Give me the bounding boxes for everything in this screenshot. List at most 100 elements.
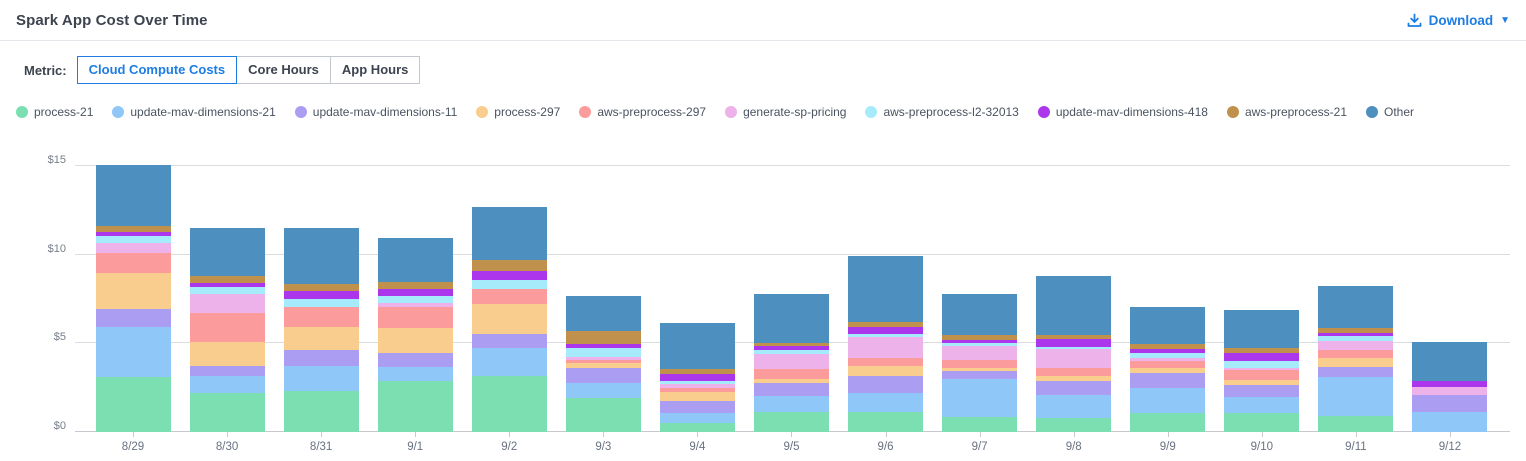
bar-segment-update-mav-dimensions-21[interactable] — [1318, 377, 1394, 417]
bar-segment-aws-preprocess-21[interactable] — [1130, 344, 1206, 349]
download-button[interactable]: Download ▼ — [1407, 13, 1510, 28]
bar-segment-other[interactable] — [565, 295, 641, 331]
bar-segment-aws-preprocess-l2-32013[interactable] — [1224, 361, 1300, 369]
bar-8-30[interactable] — [189, 228, 265, 432]
bar-segment-generate-sp-pricing[interactable] — [753, 354, 829, 370]
bar-9-10[interactable] — [1224, 310, 1300, 432]
metric-option-core-hours[interactable]: Core Hours — [236, 56, 331, 85]
bar-segment-aws-preprocess-21[interactable] — [848, 322, 924, 327]
bar-segment-other[interactable] — [95, 165, 171, 227]
bar-segment-process-297[interactable] — [1130, 368, 1206, 373]
bar-8-29[interactable] — [95, 165, 171, 432]
bar-segment-process-21[interactable] — [565, 398, 641, 432]
bar-segment-process-21[interactable] — [753, 411, 829, 432]
bar-segment-aws-preprocess-297[interactable] — [471, 289, 547, 305]
bar-segment-update-mav-dimensions-418[interactable] — [377, 289, 453, 297]
bar-segment-aws-preprocess-297[interactable] — [189, 313, 265, 342]
bar-segment-update-mav-dimensions-21[interactable] — [1130, 387, 1206, 414]
bar-segment-other[interactable] — [1130, 307, 1206, 345]
bar-segment-update-mav-dimensions-11[interactable] — [565, 368, 641, 384]
bar-segment-update-mav-dimensions-11[interactable] — [283, 349, 359, 366]
bar-segment-generate-sp-pricing[interactable] — [848, 337, 924, 359]
bar-segment-update-mav-dimensions-21[interactable] — [753, 395, 829, 412]
bar-segment-generate-sp-pricing[interactable] — [1412, 386, 1488, 395]
bar-segment-aws-preprocess-297[interactable] — [377, 307, 453, 329]
bar-segment-aws-preprocess-l2-32013[interactable] — [848, 333, 924, 338]
legend-item-other[interactable]: Other — [1366, 105, 1414, 119]
bar-segment-aws-preprocess-l2-32013[interactable] — [565, 347, 641, 357]
bar-segment-other[interactable] — [1036, 276, 1112, 336]
bar-segment-other[interactable] — [1412, 342, 1488, 381]
bar-segment-aws-preprocess-21[interactable] — [377, 282, 453, 290]
bar-segment-process-297[interactable] — [471, 304, 547, 334]
bar-segment-aws-preprocess-l2-32013[interactable] — [1036, 346, 1112, 349]
bar-segment-other[interactable] — [471, 206, 547, 261]
bar-segment-other[interactable] — [377, 237, 453, 283]
bar-segment-update-mav-dimensions-21[interactable] — [1412, 411, 1488, 432]
legend-item-aws-preprocess-297[interactable]: aws-preprocess-297 — [579, 105, 706, 119]
bar-segment-update-mav-dimensions-21[interactable] — [377, 367, 453, 381]
bar-segment-update-mav-dimensions-418[interactable] — [753, 346, 829, 350]
bar-segment-aws-preprocess-21[interactable] — [1224, 348, 1300, 353]
bar-segment-aws-preprocess-297[interactable] — [565, 360, 641, 363]
bar-segment-update-mav-dimensions-11[interactable] — [1036, 380, 1112, 395]
bar-segment-update-mav-dimensions-418[interactable] — [189, 283, 265, 287]
metric-option-cloud-compute-costs[interactable]: Cloud Compute Costs — [76, 56, 238, 85]
legend-item-update-mav-dimensions-11[interactable]: update-mav-dimensions-11 — [294, 105, 457, 119]
bar-segment-update-mav-dimensions-11[interactable] — [659, 400, 735, 414]
bar-9-8[interactable] — [1036, 276, 1112, 432]
bar-segment-other[interactable] — [283, 228, 359, 284]
legend-item-aws-preprocess-21[interactable]: aws-preprocess-21 — [1226, 105, 1347, 119]
bar-segment-process-297[interactable] — [753, 378, 829, 384]
bar-segment-process-297[interactable] — [565, 362, 641, 369]
bar-segment-generate-sp-pricing[interactable] — [189, 293, 265, 314]
bar-segment-process-297[interactable] — [95, 273, 171, 309]
bar-segment-aws-preprocess-21[interactable] — [565, 331, 641, 345]
bar-9-2[interactable] — [471, 206, 547, 432]
legend-item-process-21[interactable]: process-21 — [16, 105, 93, 119]
bar-segment-update-mav-dimensions-21[interactable] — [471, 347, 547, 377]
bar-segment-update-mav-dimensions-21[interactable] — [659, 413, 735, 424]
bar-segment-update-mav-dimensions-11[interactable] — [848, 376, 924, 393]
bar-segment-process-21[interactable] — [1318, 416, 1394, 432]
bar-segment-process-21[interactable] — [95, 377, 171, 432]
bar-segment-aws-preprocess-297[interactable] — [95, 252, 171, 274]
bar-segment-update-mav-dimensions-11[interactable] — [95, 308, 171, 328]
bar-segment-update-mav-dimensions-418[interactable] — [1130, 348, 1206, 354]
bar-8-31[interactable] — [283, 228, 359, 432]
bar-segment-update-mav-dimensions-418[interactable] — [283, 291, 359, 300]
bar-segment-update-mav-dimensions-11[interactable] — [1412, 394, 1488, 412]
bar-9-9[interactable] — [1130, 307, 1206, 432]
bar-segment-update-mav-dimensions-21[interactable] — [848, 393, 924, 412]
bar-segment-process-297[interactable] — [283, 327, 359, 350]
bar-segment-aws-preprocess-l2-32013[interactable] — [942, 342, 1018, 347]
bar-segment-other[interactable] — [942, 293, 1018, 336]
bar-segment-aws-preprocess-297[interactable] — [659, 387, 735, 393]
bar-segment-process-21[interactable] — [659, 423, 735, 432]
bar-segment-update-mav-dimensions-11[interactable] — [189, 365, 265, 377]
bar-segment-update-mav-dimensions-21[interactable] — [283, 365, 359, 392]
bar-segment-process-21[interactable] — [377, 380, 453, 432]
bar-segment-update-mav-dimensions-21[interactable] — [1036, 394, 1112, 418]
bar-segment-update-mav-dimensions-11[interactable] — [471, 333, 547, 348]
bar-segment-aws-preprocess-21[interactable] — [189, 276, 265, 284]
bar-segment-update-mav-dimensions-418[interactable] — [565, 344, 641, 348]
bar-segment-aws-preprocess-21[interactable] — [753, 342, 829, 347]
bar-segment-generate-sp-pricing[interactable] — [1130, 358, 1206, 362]
legend-item-process-297[interactable]: process-297 — [476, 105, 560, 119]
bar-segment-aws-preprocess-21[interactable] — [1036, 335, 1112, 339]
bar-segment-aws-preprocess-21[interactable] — [1318, 328, 1394, 333]
bar-segment-update-mav-dimensions-21[interactable] — [189, 376, 265, 393]
bar-segment-update-mav-dimensions-21[interactable] — [1224, 396, 1300, 414]
bar-segment-aws-preprocess-21[interactable] — [283, 284, 359, 292]
bar-segment-aws-preprocess-297[interactable] — [1036, 368, 1112, 377]
bar-segment-aws-preprocess-297[interactable] — [942, 360, 1018, 369]
bar-segment-generate-sp-pricing[interactable] — [95, 243, 171, 253]
bar-9-12[interactable] — [1412, 342, 1488, 432]
bar-segment-aws-preprocess-l2-32013[interactable] — [1130, 353, 1206, 359]
bar-segment-other[interactable] — [189, 228, 265, 277]
bar-segment-update-mav-dimensions-418[interactable] — [942, 339, 1018, 343]
legend-item-aws-preprocess-l2-32013[interactable]: aws-preprocess-l2-32013 — [865, 105, 1019, 119]
bar-segment-update-mav-dimensions-11[interactable] — [377, 353, 453, 368]
bar-segment-update-mav-dimensions-418[interactable] — [1224, 352, 1300, 362]
